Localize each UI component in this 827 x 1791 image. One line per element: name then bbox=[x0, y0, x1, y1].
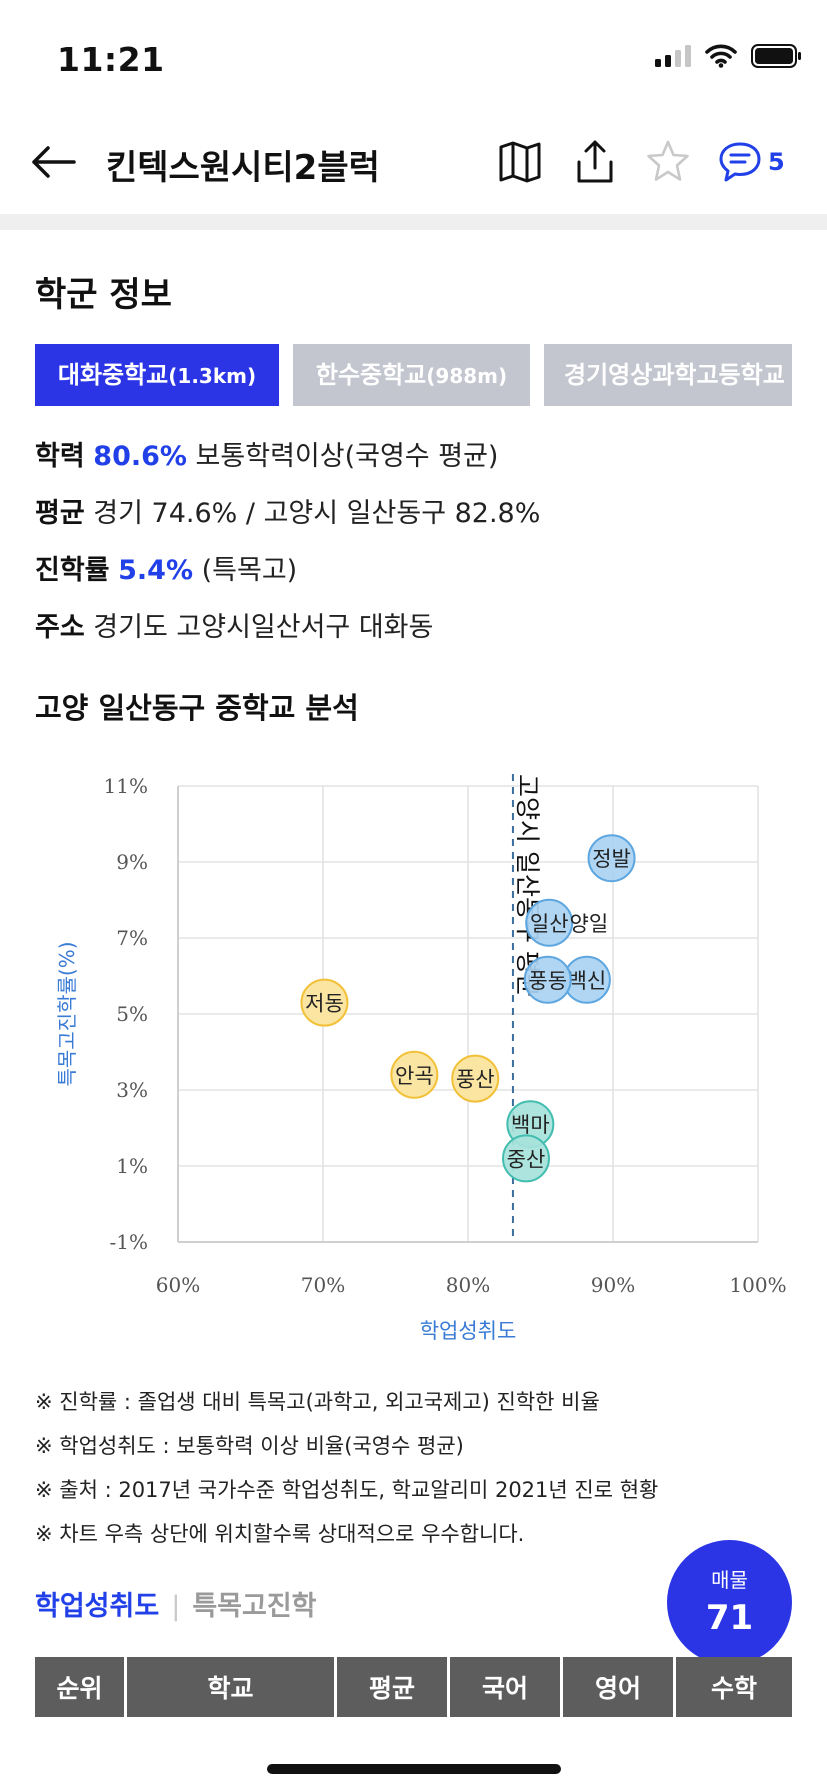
average-row: 평균 경기 74.6% / 고양시 일산동구 82.8% bbox=[35, 491, 540, 530]
achievement-desc: 보통학력이상(국영수 평균) bbox=[195, 441, 499, 472]
status-time: 11:21 bbox=[57, 40, 165, 79]
battery-icon bbox=[751, 44, 801, 68]
tab-school-2-name: 한수중학교 bbox=[315, 361, 427, 389]
x-tick-label: 100% bbox=[729, 1273, 786, 1297]
point-label-안곡: 안곡 bbox=[395, 1064, 434, 1088]
point-label-정발: 정발 bbox=[592, 847, 631, 871]
col-school: 학교 bbox=[127, 1657, 334, 1717]
sort-tabs: 학업성취도 | 특목고진학 bbox=[35, 1584, 317, 1623]
achievement-value: 80.6% bbox=[93, 441, 187, 472]
cellular-signal-icon bbox=[655, 45, 691, 67]
y-tick-label: -1% bbox=[110, 1230, 149, 1254]
address-label: 주소 bbox=[35, 612, 85, 643]
point-label-백신: 백신 bbox=[568, 969, 607, 993]
advance-rate-value: 5.4% bbox=[118, 555, 194, 586]
header-bar: 킨텍스원시티2블럭 5 bbox=[0, 110, 827, 214]
point-중산 bbox=[502, 1134, 550, 1183]
map-icon[interactable] bbox=[496, 138, 544, 186]
x-tick-label: 60% bbox=[156, 1273, 200, 1297]
note-achievement: ※ 학업성취도 : 보통학력 이상 비율(국영수 평균) bbox=[35, 1434, 464, 1458]
listings-fab-count: 71 bbox=[705, 1598, 754, 1638]
y-tick-label: 11% bbox=[104, 774, 148, 798]
point-label-백마: 백마 bbox=[511, 1113, 550, 1137]
col-english: 영어 bbox=[563, 1657, 673, 1717]
comment-count[interactable]: 5 bbox=[768, 148, 785, 176]
point-일산 bbox=[525, 898, 574, 947]
page-title: 킨텍스원시티2블럭 bbox=[106, 148, 380, 188]
chart-title: 고양 일산동구 중학교 분석 bbox=[35, 691, 359, 725]
tab-school-1-distance: (1.3km) bbox=[168, 364, 257, 388]
note-source: ※ 출처 : 2017년 국가수준 학업성취도, 학교알리미 2021년 진로 … bbox=[35, 1478, 659, 1502]
address-value: 경기도 고양시일산서구 대화동 bbox=[93, 612, 434, 643]
x-tick-label: 80% bbox=[446, 1273, 490, 1297]
tab-school-1-name: 대화중학교 bbox=[57, 361, 169, 389]
x-axis-title: 학업성취도 bbox=[420, 1319, 517, 1343]
scatter-chart: 11% 9% 7% 5% 3% 1% -1% 60% 70% 80% 90% 100% 학업성취도 특목고… bbox=[55, 774, 787, 1343]
tab-school-1[interactable]: 대화중학교(1.3km) bbox=[35, 344, 279, 406]
note-position: ※ 차트 우측 상단에 위치할수록 상대적으로 우수합니다. bbox=[35, 1522, 525, 1546]
wifi-icon bbox=[705, 44, 737, 68]
tab-school-2[interactable]: 한수중학교(988m) bbox=[293, 344, 530, 406]
note-advance-rate: ※ 진학률 : 졸업생 대비 특목고(과학고, 외고국제고) 진학한 비율 bbox=[35, 1390, 600, 1414]
point-label-풍산: 풍산 bbox=[456, 1068, 495, 1092]
point-저동 bbox=[300, 978, 349, 1027]
col-korean: 국어 bbox=[450, 1657, 560, 1717]
y-tick-label: 7% bbox=[116, 926, 148, 950]
section-title: 학군 정보 bbox=[35, 275, 172, 315]
achievement-label: 학력 bbox=[35, 441, 85, 472]
sort-tab-special-school[interactable]: 특목고진학 bbox=[192, 1591, 317, 1622]
x-tick-label: 70% bbox=[301, 1273, 345, 1297]
point-label-풍동: 풍동 bbox=[528, 969, 567, 993]
point-정발 bbox=[587, 834, 636, 883]
address-row: 주소 경기도 고양시일산서구 대화동 bbox=[35, 605, 433, 644]
back-arrow-icon[interactable] bbox=[28, 142, 78, 182]
point-풍산 bbox=[451, 1054, 500, 1103]
star-favorite-icon[interactable] bbox=[644, 138, 692, 186]
point-label-저동: 저동 bbox=[305, 992, 344, 1016]
x-tick-label: 90% bbox=[591, 1273, 635, 1297]
status-icons bbox=[655, 44, 803, 68]
listings-fab[interactable]: 매물 71 bbox=[667, 1540, 792, 1665]
col-average: 평균 bbox=[337, 1657, 447, 1717]
average-value: 경기 74.6% / 고양시 일산동구 82.8% bbox=[93, 498, 541, 529]
sort-tab-achievement[interactable]: 학업성취도 bbox=[35, 1591, 160, 1622]
home-indicator bbox=[267, 1764, 561, 1774]
sort-separator: | bbox=[171, 1591, 181, 1622]
listings-fab-label: 매물 bbox=[711, 1568, 748, 1592]
tab-school-3-name: 경기영상과학고등학교 bbox=[564, 361, 785, 389]
point-풍동 bbox=[523, 955, 572, 1004]
ranking-table-header: 순위 학교 평균 국어 영어 수학 bbox=[35, 1657, 792, 1717]
share-icon[interactable] bbox=[571, 138, 619, 186]
col-math: 수학 bbox=[676, 1657, 792, 1717]
col-rank: 순위 bbox=[35, 1657, 124, 1717]
status-bar: 11:21 bbox=[0, 0, 827, 110]
point-안곡 bbox=[390, 1050, 439, 1099]
point-label-일산: 일산 bbox=[530, 912, 569, 936]
y-tick-label: 9% bbox=[116, 850, 148, 874]
tab-school-3[interactable]: 경기영상과학고등학교 bbox=[544, 344, 792, 406]
advance-rate-desc: (특목고) bbox=[201, 555, 298, 586]
y-axis-title: 특목고진학률(%) bbox=[55, 941, 79, 1086]
achievement-row: 학력 80.6% 보통학력이상(국영수 평균) bbox=[35, 434, 498, 473]
tab-school-2-distance: (988m) bbox=[426, 364, 508, 388]
comment-icon[interactable] bbox=[716, 138, 764, 186]
section-divider bbox=[0, 214, 827, 230]
y-tick-label: 1% bbox=[116, 1154, 148, 1178]
average-label: 평균 bbox=[35, 498, 85, 529]
y-tick-label: 5% bbox=[116, 1002, 148, 1026]
point-label-중산: 중산 bbox=[507, 1147, 546, 1171]
point-label-양일: 양일 bbox=[570, 912, 609, 936]
advance-rate-label: 진학률 bbox=[35, 555, 110, 586]
y-tick-label: 3% bbox=[116, 1078, 148, 1102]
advance-rate-row: 진학률 5.4% (특목고) bbox=[35, 548, 297, 587]
